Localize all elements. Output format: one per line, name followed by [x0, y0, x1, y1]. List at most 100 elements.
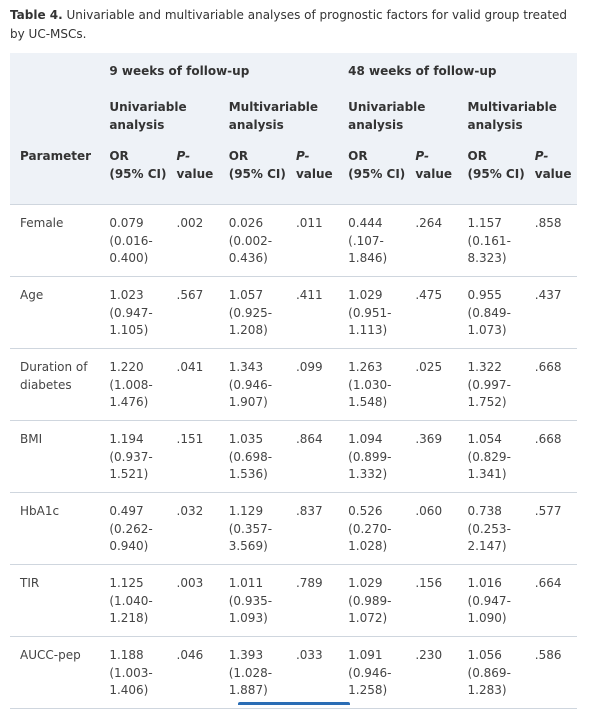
parameter-cell: BMI	[10, 421, 109, 493]
parameter-label: diabetes	[20, 377, 72, 392]
p-value-cell: .033	[296, 637, 348, 709]
ci-value: 1.476)	[109, 395, 149, 409]
parameter-label: Duration of	[20, 360, 88, 374]
ci-value: (.107-	[348, 233, 384, 248]
or-value: 1.054	[467, 432, 502, 446]
header-p-label: P-	[415, 149, 429, 163]
or-value: 1.343	[228, 360, 264, 374]
or-ci-cell: 0.079 (0.016- 0.400)	[109, 205, 176, 277]
header-value-label: value	[295, 166, 333, 181]
header-spacer	[10, 53, 109, 99]
ci-value: (1.008-	[109, 377, 153, 392]
p-value: .046	[176, 648, 204, 662]
header-analysis-label: analysis	[467, 117, 523, 132]
p-value-cell: .099	[296, 349, 348, 421]
p-value: .369	[415, 432, 443, 446]
p-value: .151	[176, 432, 204, 446]
header-or-label: OR	[467, 149, 487, 163]
p-value: .837	[295, 504, 323, 518]
ci-value: (0.946-	[228, 377, 273, 392]
ci-value: (0.899-	[348, 449, 392, 464]
header-or-ci: OR (95% CI)	[468, 147, 535, 205]
or-ci-cell: 0.955 (0.849- 1.073)	[468, 277, 535, 349]
ci-value: 1.218)	[109, 611, 149, 625]
p-value: .033	[295, 648, 323, 662]
p-value-cell: .475	[415, 277, 467, 349]
ci-value: (0.253-	[467, 521, 511, 536]
p-value: .475	[415, 288, 443, 302]
ci-value: 1.752)	[467, 395, 507, 409]
parameter-cell: Duration of diabetes	[10, 349, 109, 421]
p-value: .003	[176, 576, 204, 590]
or-value: 1.220	[109, 360, 144, 374]
header-p-value: P-value	[177, 147, 229, 205]
parameter-label: Female	[20, 216, 64, 230]
table-row: Duration of diabetes 1.220 (1.008- 1.476) .04…	[10, 349, 577, 421]
p-value: .789	[295, 576, 323, 590]
or-ci-cell: 1.029 (0.989- 1.072)	[348, 565, 415, 637]
header-ci-label: (95% CI)	[109, 166, 167, 181]
parameter-label: BMI	[20, 432, 43, 446]
parameter-cell: AUCC-pep	[10, 637, 109, 709]
p-value-cell: .041	[177, 349, 229, 421]
p-value-cell: .046	[177, 637, 229, 709]
header-analysis-label: analysis	[228, 117, 284, 132]
or-ci-cell: 1.125 (1.040- 1.218)	[109, 565, 176, 637]
p-value-cell: .577	[535, 493, 577, 565]
p-value-cell: .230	[415, 637, 467, 709]
or-value: 1.393	[228, 648, 264, 662]
p-value-cell: .156	[415, 565, 467, 637]
table-row: BMI 1.194 (0.937- 1.521) .151 1.035 (0.698- 1.5…	[10, 421, 577, 493]
or-ci-cell: 1.023 (0.947- 1.105)	[109, 277, 176, 349]
ci-value: (0.997-	[467, 377, 511, 392]
or-ci-cell: 0.526 (0.270- 1.028)	[348, 493, 415, 565]
or-value: 1.194	[109, 432, 144, 446]
ci-value: (0.925-	[228, 305, 273, 320]
header-p-value: P-value	[415, 147, 467, 205]
ci-value: (0.161-	[467, 233, 511, 248]
ci-value: 1.521)	[109, 467, 149, 481]
header-value-label: value	[415, 166, 453, 181]
header-univariable-9: Univariable analysis	[109, 99, 228, 147]
table-header: 9 weeks of follow-up 48 weeks of follow-…	[10, 53, 577, 205]
header-p-label: P-	[295, 149, 310, 163]
or-ci-cell: 0.738 (0.253- 2.147)	[468, 493, 535, 565]
or-ci-cell: 1.035 (0.698- 1.536)	[229, 421, 296, 493]
p-value-cell: .567	[177, 277, 229, 349]
ci-value: 1.846)	[348, 251, 388, 265]
p-value: .664	[534, 576, 562, 590]
header-or-ci: OR (95% CI)	[348, 147, 415, 205]
or-ci-cell: 1.094 (0.899- 1.332)	[348, 421, 415, 493]
or-ci-cell: 1.263 (1.030- 1.548)	[348, 349, 415, 421]
p-value-cell: .858	[535, 205, 577, 277]
ci-value: (0.947-	[109, 305, 153, 320]
ci-value: 1.258)	[348, 683, 388, 697]
or-value: 1.056	[467, 648, 502, 662]
ci-value: (1.028-	[228, 665, 273, 680]
ci-value: 1.283)	[467, 683, 507, 697]
p-value-cell: .668	[535, 349, 577, 421]
or-value: 1.322	[467, 360, 502, 374]
or-value: 1.091	[348, 648, 383, 662]
p-value: .002	[176, 216, 204, 230]
header-ci-label: (95% CI)	[467, 166, 525, 181]
ci-value: (0.946-	[348, 665, 392, 680]
header-multivariable-label: Multivariable	[228, 100, 319, 114]
ci-value: (0.869-	[467, 665, 511, 680]
header-multivariable-48: Multivariable analysis	[468, 99, 577, 147]
p-value-cell: .003	[177, 565, 229, 637]
ci-value: 1.907)	[228, 395, 268, 409]
ci-value: 1.090)	[467, 611, 507, 625]
or-value: 0.079	[109, 216, 144, 230]
p-value: .586	[534, 648, 562, 662]
or-ci-cell: 1.157 (0.161- 8.323)	[468, 205, 535, 277]
table-caption-label: Table 4.	[10, 8, 63, 22]
ci-value: (1.003-	[109, 665, 153, 680]
or-ci-cell: 1.057 (0.925- 1.208)	[229, 277, 296, 349]
parameter-label: AUCC-pep	[20, 648, 81, 662]
p-value-cell: .837	[296, 493, 348, 565]
ci-value: 1.341)	[467, 467, 507, 481]
header-value-label: value	[176, 166, 214, 181]
ci-value: 1.073)	[467, 323, 507, 337]
header-multivariable-9: Multivariable analysis	[229, 99, 348, 147]
